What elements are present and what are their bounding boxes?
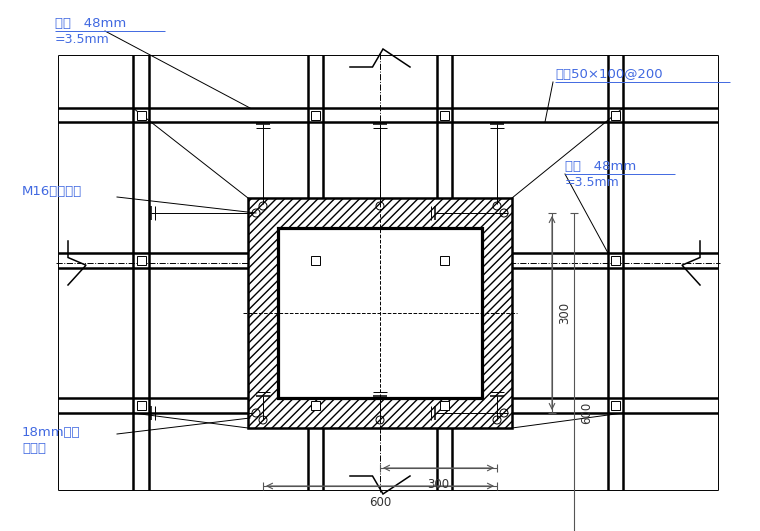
Bar [137,401,145,410]
Bar [440,110,449,119]
Text: 600: 600 [580,402,593,424]
Bar [278,228,482,398]
Text: 300: 300 [427,478,450,491]
Bar [440,401,449,410]
Bar [248,198,512,428]
Text: =3.5mm: =3.5mm [55,33,109,46]
Bar [311,110,320,119]
Bar [611,256,620,265]
Text: 18mm厚木: 18mm厚木 [22,426,81,439]
Bar [611,401,620,410]
Bar [311,256,320,265]
Bar [137,110,145,119]
Text: 300: 300 [558,302,571,324]
Text: M16对拉螺杆: M16对拉螺杆 [22,185,82,198]
Bar [611,110,620,119]
Bar [440,256,449,265]
Text: 胶合板: 胶合板 [22,442,46,455]
Text: 次楞50×100@200: 次楞50×100@200 [555,68,663,81]
Text: 双拼   48mm: 双拼 48mm [565,160,636,173]
Text: 双拼   48mm: 双拼 48mm [55,17,126,30]
Bar [311,401,320,410]
Text: 600: 600 [369,496,391,509]
Text: =3.5mm: =3.5mm [565,176,619,189]
Bar [137,256,145,265]
